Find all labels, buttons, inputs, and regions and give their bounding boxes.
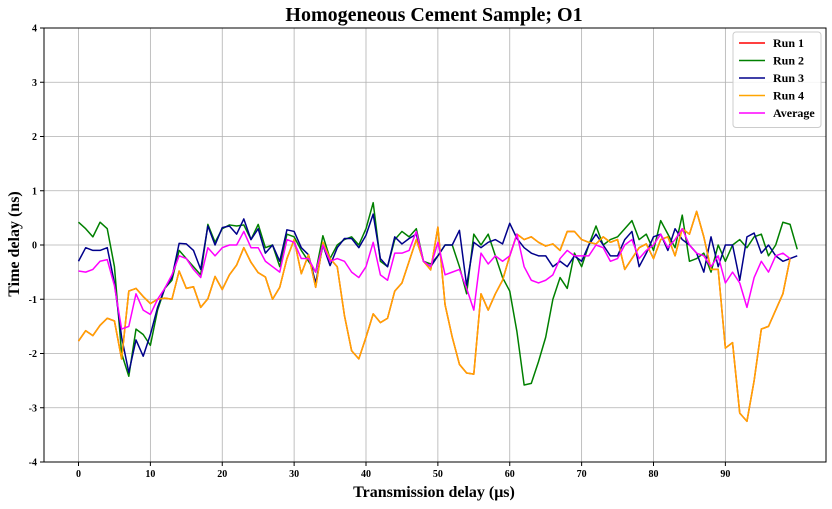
legend-label: Run 1 — [773, 36, 804, 50]
y-tick-label: 2 — [32, 132, 37, 143]
y-tick-label: 3 — [32, 78, 37, 89]
x-tick-label: 60 — [505, 469, 515, 480]
x-tick-label: 10 — [145, 469, 155, 480]
series-line-run-4 — [77, 210, 791, 423]
y-tick-label: -2 — [29, 349, 37, 360]
y-tick-label: 1 — [32, 186, 37, 197]
x-tick-label: 0 — [76, 469, 81, 480]
y-tick-label: -3 — [29, 403, 37, 414]
y-tick-label: 0 — [32, 241, 37, 252]
x-tick-label: 70 — [577, 469, 587, 480]
x-tick-label: 20 — [217, 469, 227, 480]
legend-box — [732, 31, 822, 128]
legend-label: Run 3 — [773, 71, 804, 85]
series-line-average — [78, 227, 791, 330]
x-tick-label: 90 — [720, 469, 730, 480]
y-tick-label: -1 — [29, 295, 37, 306]
x-tick-label: 80 — [649, 469, 659, 480]
axis-ticks: 0 10 20 30 40 50 60 70 80 90 -4 -3 -2 -1 0 1 2 3 4 — [29, 24, 731, 481]
y-axis-label: Time delay (ns) — [6, 191, 23, 296]
x-tick-label: 30 — [289, 469, 299, 480]
legend-label: Average — [773, 106, 815, 120]
legend-label: Run 4 — [773, 89, 804, 103]
legend-label: Run 2 — [773, 54, 804, 68]
y-tick-label: -4 — [29, 458, 37, 469]
x-tick-label: 40 — [361, 469, 371, 480]
legend: Run 1 Run 2 Run 3 Run 4 Average — [732, 31, 822, 128]
chart-title: Homogeneous Cement Sample; O1 — [285, 4, 582, 26]
x-axis-label: Transmission delay (μs) — [353, 484, 515, 501]
x-tick-label: 50 — [433, 469, 443, 480]
y-tick-label: 4 — [32, 24, 37, 35]
series-group — [77, 201, 798, 423]
series-line-run-3 — [77, 213, 798, 374]
